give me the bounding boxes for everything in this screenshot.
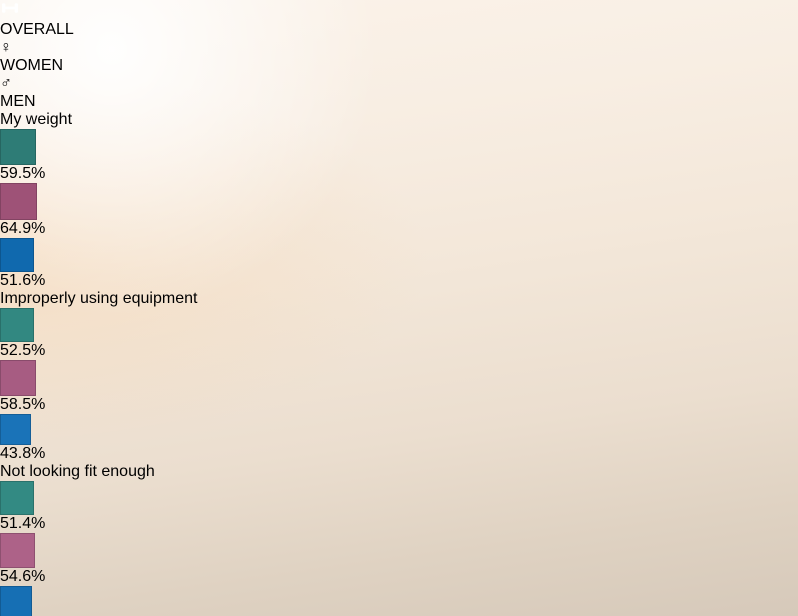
cell-men: 51.6% [0, 238, 798, 290]
cell-women: 54.6% [0, 533, 798, 586]
square-wrap [0, 414, 798, 445]
value-square-women [0, 533, 35, 568]
value-callout: 58.5% [0, 396, 798, 414]
value-callout: 51.4% [0, 515, 798, 533]
value-callout: 52.5% [0, 342, 798, 360]
value-text: 59.5% [0, 165, 46, 182]
square-wrap [0, 238, 798, 272]
background-photo-left-blur [0, 0, 28, 616]
column-header-women: WOMEN [0, 57, 64, 74]
cell-overall: 52.5% [0, 308, 798, 360]
value-callout: 51.6% [0, 272, 798, 290]
cell-overall: 51.4% [0, 481, 798, 533]
cell-women: 58.5% [0, 360, 798, 414]
value-square-overall [0, 308, 34, 342]
value-square-overall [0, 129, 36, 165]
cell-women: 64.9% [0, 183, 798, 238]
value-text: 51.4% [0, 515, 46, 532]
value-callout: 54.6% [0, 568, 798, 586]
value-text: 51.6% [0, 272, 46, 289]
cell-men: 43.8% [0, 414, 798, 463]
row-label: Not looking fit enough [0, 463, 155, 480]
chart-row: Not looking fit enough 51.4% 54.6%46.6% [0, 463, 798, 616]
value-square-women [0, 183, 37, 220]
cell-men: 46.6% [0, 586, 798, 616]
column-header-overall: OVERALL [0, 21, 74, 38]
value-callout: 43.8% [0, 445, 798, 463]
row-label: My weight [0, 111, 73, 128]
square-wrap [0, 308, 798, 342]
cell-overall: 59.5% [0, 129, 798, 183]
row-label: Improperly using equipment [0, 290, 198, 307]
chart-row: My weight 59.5% 64.9% 51.6% [0, 111, 798, 290]
square-wrap [0, 183, 798, 220]
chart-rows: My weight 59.5% 64.9% 51.6% Improperly using… [0, 111, 798, 616]
header-group-women: ♀ WOMEN [0, 39, 798, 75]
value-text: 43.8% [0, 445, 46, 462]
value-text: 58.5% [0, 396, 46, 413]
value-callout: 59.5% [0, 165, 798, 183]
value-square-men [0, 238, 34, 272]
value-callout: 64.9% [0, 220, 798, 238]
chart-row: Improperly using equipment 52.5% 58.5% 43.8… [0, 290, 798, 463]
value-square-men [0, 414, 31, 445]
square-wrap [0, 129, 798, 165]
header-group-men: ♂ MEN [0, 75, 798, 111]
value-text: 64.9% [0, 220, 46, 237]
header-group-overall: OVERALL [0, 0, 798, 39]
value-square-men [0, 586, 32, 616]
value-text: 52.5% [0, 342, 46, 359]
value-square-women [0, 360, 36, 396]
square-wrap [0, 481, 798, 515]
value-text: 54.6% [0, 568, 46, 585]
square-wrap [0, 586, 798, 616]
square-wrap [0, 360, 798, 396]
value-square-overall [0, 481, 34, 515]
dumbbell-icon [0, 0, 798, 21]
square-wrap [0, 533, 798, 568]
male-icon: ♂ [0, 75, 12, 92]
column-header-men: MEN [0, 93, 36, 110]
female-icon: ♀ [0, 39, 12, 56]
